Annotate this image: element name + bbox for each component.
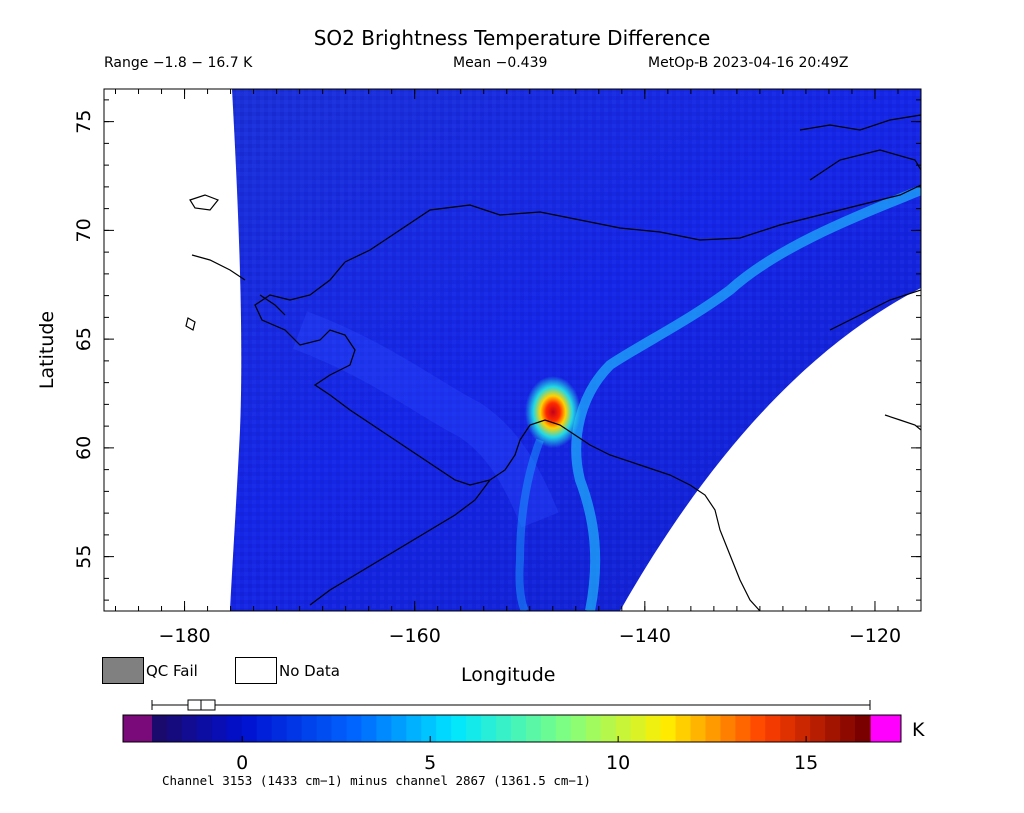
qc-fail-swatch (102, 657, 144, 684)
colorbar-step (630, 715, 647, 742)
colorbar-step (825, 715, 841, 742)
colorbar-tick-label: 10 (606, 752, 630, 774)
qc-fail-label: QC Fail (146, 662, 198, 680)
coastlines (185, 114, 921, 611)
colorbar-step (211, 715, 228, 742)
colorbar-under (123, 715, 152, 742)
colorbar-unit: K (912, 719, 925, 741)
colorbar-step (570, 715, 587, 742)
lon-tick-label: −140 (619, 625, 671, 647)
lon-tick-label: −120 (849, 625, 901, 647)
colorbar-step (226, 715, 243, 742)
colorbar-step (840, 715, 856, 742)
x-axis-label: Longitude (461, 664, 556, 686)
colorbar-step (750, 715, 766, 742)
colorbar-step (152, 715, 168, 742)
colorbar-step (810, 715, 826, 742)
colorbar-step (331, 715, 348, 742)
colorbar-step (196, 715, 213, 742)
plot-frame (103, 88, 922, 612)
plume-band (292, 311, 559, 528)
colorbar-step (271, 715, 288, 742)
satellite-time-text: MetOp-B 2023-04-16 20:49Z (648, 55, 849, 71)
colorbar-step (376, 715, 392, 742)
colorbar-step (720, 715, 736, 742)
chart-title: SO2 Brightness Temperature Difference (313, 26, 711, 50)
channel-footnote: Channel 3153 (1433 cm−1) minus channel 2… (162, 773, 591, 788)
colorbar-step (585, 715, 602, 742)
colorbar-step (421, 715, 437, 742)
colorbar-step (346, 715, 363, 742)
colorbar-frame (122, 714, 902, 743)
range-text: Range −1.8 − 16.7 K (104, 55, 253, 71)
swath-texture (230, 89, 921, 611)
colorbar-step (855, 715, 871, 742)
colorbar-step (361, 715, 377, 742)
colorbar-tick-label: 15 (794, 752, 818, 774)
colorbar-step (406, 715, 422, 742)
lat-tick-label: 75 (73, 110, 95, 134)
colorbar-step (391, 715, 407, 742)
colorbar-step (511, 715, 527, 742)
no-data-swatch (235, 657, 277, 684)
lat-tick-label: 65 (73, 327, 95, 351)
colorbar-step (451, 715, 467, 742)
colorbar-step (780, 715, 796, 742)
lat-tick-label: 70 (73, 218, 95, 242)
colorbar-step (286, 715, 303, 742)
lon-tick-label: −160 (389, 625, 441, 647)
boxplot (151, 699, 871, 711)
colorbar-step (540, 715, 557, 742)
colorbar-step (525, 715, 542, 742)
colorbar-step (765, 715, 781, 742)
colorbar-step (555, 715, 572, 742)
plume-streak-east (571, 185, 921, 611)
lon-tick-label: −180 (158, 625, 210, 647)
colorbar-step (735, 715, 751, 742)
colorbar-tick-label: 5 (424, 752, 436, 774)
colorbar-step (316, 715, 333, 742)
colorbar-step (795, 715, 811, 742)
colorbar-step (675, 715, 692, 742)
colorbar-step (256, 715, 273, 742)
mean-text: Mean −0.439 (453, 55, 548, 71)
lat-ticks: 75 70 65 60 55 (73, 99, 921, 601)
colorbar-step (166, 715, 183, 742)
colorbar-step (496, 715, 512, 742)
colorbar-step (241, 715, 258, 742)
colorbar-step (600, 715, 617, 742)
colorbar-step (615, 715, 632, 742)
colorbar-step (466, 715, 482, 742)
lon-ticks: −180 −160 −140 −120 (115, 89, 922, 647)
colorbar-tick-label: 0 (236, 752, 248, 774)
colorbar-step (301, 715, 318, 742)
colorbar-step (705, 715, 722, 742)
colorbar-step (690, 715, 707, 742)
plume-streak-south (515, 438, 544, 611)
colorbar-step (481, 715, 497, 742)
colorbar-step (436, 715, 452, 742)
colorbar-ticks: 0 5 10 15 (236, 736, 818, 774)
colorbar-over (870, 715, 901, 742)
lat-tick-label: 55 (73, 545, 95, 569)
so2-hotspot (525, 376, 581, 448)
colorbar-step (645, 715, 662, 742)
colorbar-step (181, 715, 198, 742)
colorbar (123, 715, 901, 742)
y-axis-label: Latitude (36, 310, 58, 390)
colorbar-step (660, 715, 677, 742)
lat-tick-label: 60 (73, 436, 95, 460)
no-data-label: No Data (279, 662, 340, 680)
